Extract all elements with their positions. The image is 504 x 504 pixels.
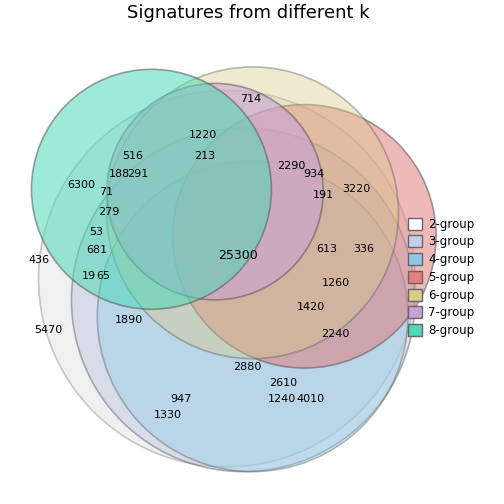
Text: 1420: 1420	[297, 302, 326, 312]
Text: 19: 19	[82, 271, 96, 281]
Text: 2880: 2880	[233, 362, 261, 372]
Text: 5470: 5470	[34, 326, 62, 336]
Text: 2240: 2240	[321, 329, 349, 339]
Text: 947: 947	[170, 394, 192, 404]
Text: 1240: 1240	[268, 394, 296, 404]
Text: 1890: 1890	[115, 315, 144, 325]
Text: 53: 53	[89, 227, 103, 236]
Text: 191: 191	[312, 190, 334, 200]
Text: 934: 934	[303, 169, 325, 179]
Circle shape	[97, 161, 408, 472]
Text: 714: 714	[239, 94, 261, 104]
Text: 336: 336	[353, 244, 373, 255]
Text: 436: 436	[28, 255, 49, 265]
Text: 25300: 25300	[219, 248, 259, 262]
Title: Signatures from different k: Signatures from different k	[127, 4, 369, 22]
Text: 1260: 1260	[322, 278, 350, 288]
Text: 291: 291	[127, 169, 148, 179]
Circle shape	[107, 83, 323, 300]
Circle shape	[31, 69, 272, 309]
Text: 2610: 2610	[269, 378, 297, 388]
Text: 2290: 2290	[277, 161, 305, 171]
Text: 6300: 6300	[67, 179, 95, 190]
Text: 65: 65	[96, 271, 110, 281]
Legend: 2-group, 3-group, 4-group, 5-group, 6-group, 7-group, 8-group: 2-group, 3-group, 4-group, 5-group, 6-gr…	[404, 214, 478, 341]
Text: 4010: 4010	[296, 394, 324, 404]
Text: 1220: 1220	[189, 130, 217, 140]
Text: 71: 71	[99, 186, 113, 197]
Text: 279: 279	[98, 207, 120, 217]
Text: 3220: 3220	[342, 184, 370, 194]
Circle shape	[38, 90, 415, 467]
Text: 188: 188	[109, 169, 131, 179]
Text: 681: 681	[86, 245, 107, 256]
Text: 516: 516	[122, 151, 143, 161]
Text: 613: 613	[317, 244, 338, 255]
Circle shape	[107, 67, 399, 359]
Text: 213: 213	[194, 151, 215, 161]
Text: 1330: 1330	[154, 410, 182, 420]
Circle shape	[172, 104, 436, 368]
Circle shape	[72, 128, 415, 472]
